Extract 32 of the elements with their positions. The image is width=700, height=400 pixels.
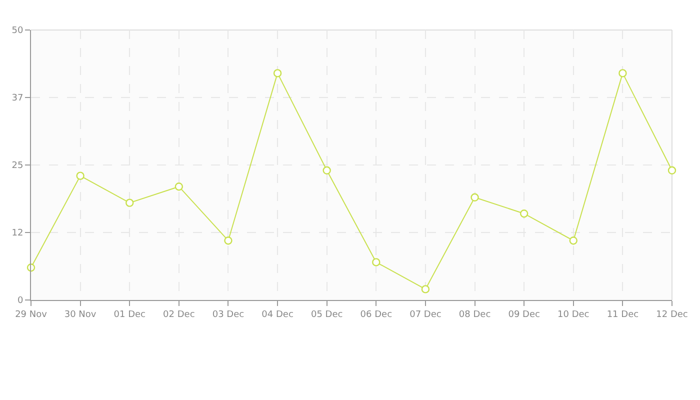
y-tick-label: 12 (12, 228, 24, 239)
point (520, 210, 528, 218)
point (372, 258, 380, 266)
y-tick-label: 37 (12, 94, 24, 104)
point (322, 166, 331, 174)
point (668, 166, 676, 174)
y-tick-label: 0 (17, 296, 24, 306)
y-tick-label: 50 (12, 26, 24, 36)
x-tick-label: 10 Dec (558, 310, 590, 320)
x-tick-label: 01 Dec (114, 310, 146, 320)
x-tick-label: 03 Dec (212, 310, 244, 320)
point (76, 172, 84, 180)
point (224, 236, 232, 245)
point (470, 193, 479, 202)
x-tick-label: 04 Dec (262, 310, 294, 320)
point (618, 69, 627, 78)
x-tick-label: 07 Dec (410, 310, 442, 320)
point (421, 285, 430, 294)
y-tick-label: 25 (12, 161, 24, 172)
x-tick-label: 12 Dec (656, 310, 688, 320)
x-tick-label: 08 Dec (458, 310, 491, 320)
x-tick-label: 05 Dec (310, 310, 343, 320)
x-tick-label: 11 Dec (606, 310, 639, 320)
x-tick-label: 29 Nov (15, 310, 48, 320)
x-tick-label: 09 Dec (508, 310, 540, 320)
x-tick-label: 30 Nov (64, 310, 97, 320)
point (569, 236, 578, 245)
x-tick-label: 02 Dec (163, 310, 195, 320)
x-tick-label: 06 Dec (360, 310, 392, 320)
point (174, 182, 184, 191)
point (273, 69, 282, 78)
point (126, 198, 134, 207)
